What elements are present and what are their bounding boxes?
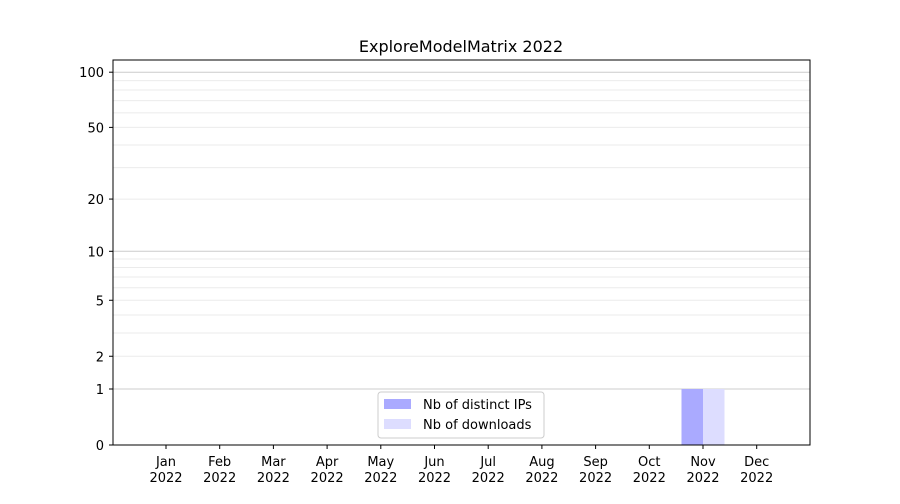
bar-downloads (703, 389, 725, 445)
bars (681, 389, 725, 445)
x-tick-label: May 2022 (364, 455, 397, 486)
axes-frame (112, 59, 811, 446)
legend-label: Nb of distinct IPs (423, 398, 532, 413)
legend-label: Nb of downloads (423, 418, 532, 433)
x-axis: Jan 2022 Feb 2022 Mar 2022 Apr 2022 May 2022 Jun 20… (149, 445, 773, 486)
x-tick-label: Jun 2022 (418, 455, 451, 486)
gridlines (113, 71, 810, 390)
x-tick-label: Oct 2022 (633, 455, 666, 486)
x-tick-label: Feb 2022 (203, 455, 236, 486)
bar-distinct-ips (681, 389, 703, 445)
x-tick-label: Dec 2022 (740, 455, 773, 486)
x-tick-label: Jan 2022 (149, 455, 182, 486)
y-tick-label: 2 (96, 350, 104, 365)
x-tick-label: Mar 2022 (257, 455, 290, 486)
x-tick-label: Aug 2022 (525, 455, 558, 486)
legend-box (377, 391, 545, 439)
y-axis: 0 1 2 5 10 20 50 100 (79, 66, 113, 454)
x-tick-label: Jul 2022 (472, 455, 505, 486)
x-tick-label: Sep 2022 (579, 455, 612, 486)
y-tick-label: 5 (96, 294, 104, 309)
y-tick-label: 20 (87, 193, 104, 208)
legend: Nb of distinct IPs Nb of downloads (377, 391, 545, 439)
y-tick-label: 50 (87, 121, 104, 136)
legend-swatch (384, 399, 411, 409)
y-tick-label: 10 (87, 245, 104, 260)
chart-title: ExploreModelMatrix 2022 (359, 37, 563, 56)
y-tick-label: 0 (96, 439, 104, 454)
legend-swatch (384, 419, 411, 429)
y-tick-label: 100 (79, 66, 104, 81)
y-tick-label: 1 (96, 383, 104, 398)
x-tick-label: Apr 2022 (311, 455, 344, 486)
x-tick-label: Nov 2022 (686, 455, 719, 486)
